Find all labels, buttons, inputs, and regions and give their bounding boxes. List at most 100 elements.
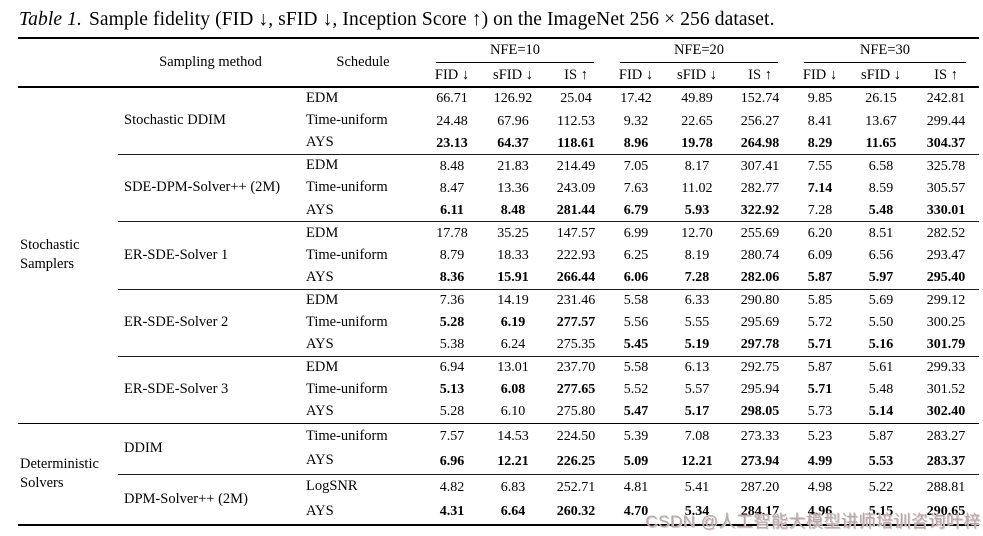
header-nfe-group: NFE=30 [791, 38, 979, 65]
value-cell: 9.32 [623, 113, 649, 129]
schedule-cell: Time-uniform [306, 313, 388, 330]
method-cell: DDIM [118, 423, 303, 475]
value-cell: 266.44 [545, 266, 607, 290]
value-cell: 6.79 [607, 199, 665, 223]
value-cell: 275.80 [545, 400, 607, 424]
value-cell: 6.83 [500, 479, 526, 495]
value-cell: 5.87 [807, 360, 833, 376]
header-metric: IS ↑ [913, 65, 979, 88]
schedule-cell: EDM [306, 291, 339, 308]
value-cell: 5.15 [868, 504, 894, 520]
schedule-cell: AYS [303, 266, 423, 290]
table-row: SDE-DPM-Solver++ (2M) EDM 8.48 21.83 214.49 7… [18, 154, 979, 223]
value-cell: 298.05 [729, 400, 791, 424]
value-cell: 5.52 [623, 382, 649, 398]
value-cell: 12.21 [481, 448, 545, 475]
value-cell: 8.48 [481, 199, 545, 223]
value-cell: 325.78 [926, 158, 966, 174]
value-cell: 7.28 [791, 199, 849, 223]
value-cell: 6.10 [481, 400, 545, 424]
value-cell: 282.06 [729, 266, 791, 290]
value-cell: 5.28 [439, 315, 465, 331]
method-cell: ER-SDE-Solver 1 [118, 221, 303, 290]
value-cell: 282.77 [740, 180, 780, 196]
value-cell: 5.72 [807, 315, 833, 331]
value-cell: 7.14 [807, 180, 833, 196]
schedule-cell: Time-uniform [306, 179, 388, 196]
table-row: Time-uniform 5.13 6.08 277.65 5.52 5.57 295.94… [18, 379, 979, 401]
value-cell: 322.92 [729, 199, 791, 223]
value-cell: 275.35 [545, 333, 607, 357]
header-metric: sFID ↓ [849, 65, 913, 88]
value-cell: 18.33 [497, 247, 529, 263]
value-cell: 8.17 [684, 158, 710, 174]
value-cell: 5.19 [665, 333, 729, 357]
value-cell: 8.51 [868, 225, 894, 241]
value-cell: 5.97 [849, 266, 913, 290]
value-cell: 5.13 [439, 382, 465, 398]
value-cell: 290.65 [926, 504, 966, 520]
table-row: AYS 8.36 15.91 266.44 6.06 7.28 282.06 5.87 5.97… [18, 266, 979, 290]
value-cell: 280.74 [740, 247, 780, 263]
table-row: AYS 6.96 12.21 226.25 5.09 12.21 273.94 4.99 5.5… [18, 448, 979, 475]
value-cell: 8.41 [807, 113, 833, 129]
table-row: Time-uniform 8.79 18.33 222.93 6.25 8.19 280.7… [18, 244, 979, 266]
value-cell: 8.79 [439, 247, 465, 263]
header-nfe-label: NFE=20 [620, 41, 778, 63]
value-cell: 256.27 [740, 113, 780, 129]
value-cell: 5.87 [868, 428, 894, 444]
value-cell: 5.61 [868, 360, 894, 376]
value-cell: 6.64 [500, 504, 526, 520]
value-cell: 152.74 [740, 91, 780, 107]
value-cell: 8.29 [791, 132, 849, 156]
value-cell: 9.85 [807, 91, 833, 107]
results-table: Sampling method Schedule NFE=10 NFE=20 NFE=3… [18, 37, 979, 527]
schedule-cell: EDM [306, 157, 339, 174]
value-cell: 5.47 [607, 400, 665, 424]
value-cell: 5.58 [623, 360, 649, 376]
value-cell: 4.70 [623, 504, 649, 520]
value-cell: 5.73 [791, 400, 849, 424]
value-cell: 7.28 [665, 266, 729, 290]
value-cell: 6.08 [500, 382, 526, 398]
value-cell: 21.83 [497, 158, 529, 174]
caption-label: Table 1. [19, 9, 82, 30]
value-cell: 5.48 [849, 199, 913, 223]
value-cell: 301.79 [913, 333, 979, 357]
value-cell: 281.44 [545, 199, 607, 223]
value-cell: 35.25 [497, 225, 529, 241]
value-cell: 6.33 [684, 293, 710, 309]
value-cell: 26.15 [865, 91, 897, 107]
value-cell: 6.94 [439, 360, 465, 376]
value-cell: 302.40 [913, 400, 979, 424]
value-cell: 6.24 [481, 333, 545, 357]
value-cell: 126.92 [493, 91, 533, 107]
value-cell: 4.98 [807, 479, 833, 495]
header-metric: IS ↑ [729, 65, 791, 88]
value-cell: 293.47 [926, 247, 966, 263]
table-caption: Table 1. Sample fidelity (FID ↓, sFID ↓, … [0, 0, 983, 37]
value-cell: 5.56 [623, 315, 649, 331]
value-cell: 273.94 [729, 448, 791, 475]
value-cell: 4.31 [439, 504, 465, 520]
header-row-metrics: FID ↓ sFID ↓ IS ↑ FID ↓ sFID ↓ IS ↑ FID ↓ sFID … [18, 65, 979, 88]
schedule-cell: Time-uniform [306, 246, 388, 263]
value-cell: 304.37 [913, 132, 979, 156]
value-cell: 147.57 [556, 225, 596, 241]
schedule-cell: EDM [306, 224, 339, 241]
value-cell: 7.55 [807, 158, 833, 174]
value-cell: 5.17 [665, 400, 729, 424]
method-cell: ER-SDE-Solver 2 [118, 289, 303, 357]
header-nfe-group: NFE=20 [607, 38, 791, 65]
value-cell: 295.94 [740, 382, 780, 398]
value-cell: 67.96 [497, 113, 529, 129]
header-nfe-group: NFE=10 [423, 38, 607, 65]
value-cell: 4.81 [623, 479, 649, 495]
value-cell: 231.46 [556, 293, 596, 309]
value-cell: 7.36 [439, 293, 465, 309]
value-cell: 19.78 [665, 132, 729, 156]
method-cell: DPM-Solver++ (2M) [124, 490, 248, 507]
header-metric: FID ↓ [607, 65, 665, 88]
header-nfe-label: NFE=10 [436, 41, 594, 63]
